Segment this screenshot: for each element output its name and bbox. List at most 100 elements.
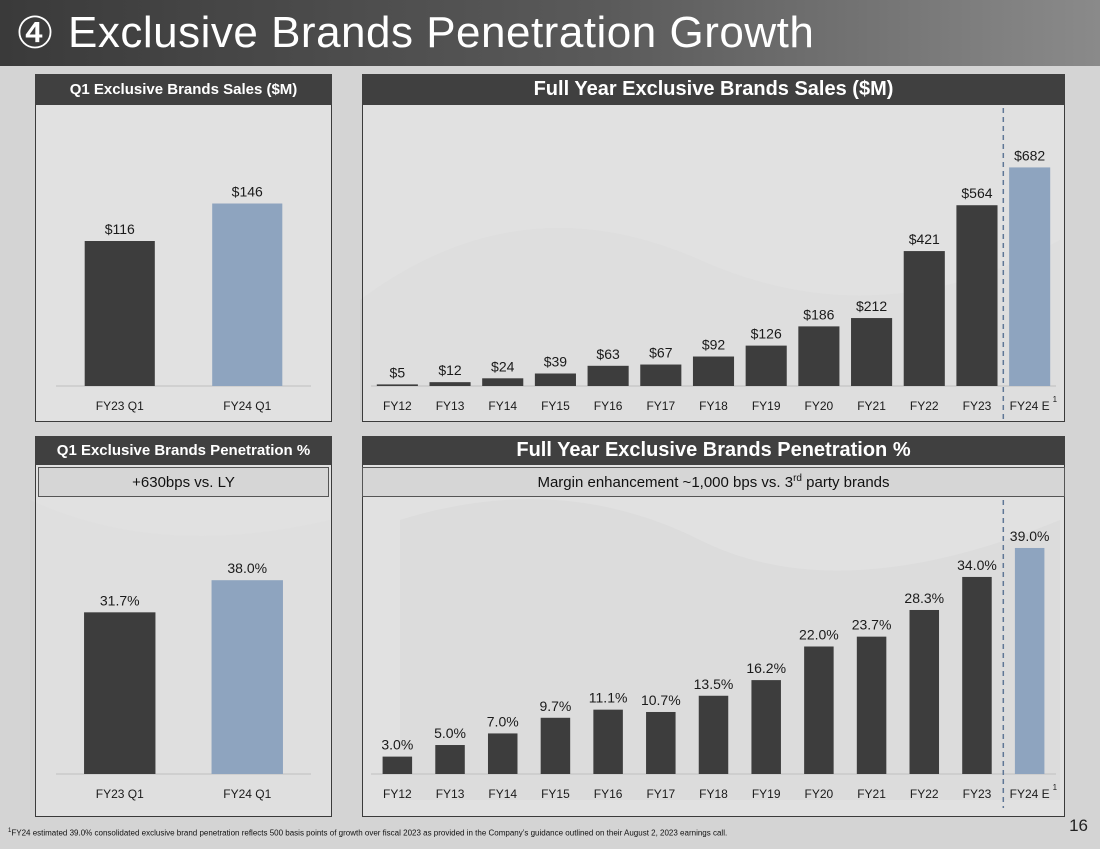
bar-fy15 [540,717,571,774]
q1-sales-header: Q1 Exclusive Brands Sales ($M) [35,74,332,105]
q1-pen-subtitle: +630bps vs. LY [132,473,235,491]
tick-label: FY23 Q1 [96,787,144,801]
tick-label: FY12 [383,787,412,801]
data-label: $5 [390,364,406,380]
data-label: 13.5% [694,676,734,692]
bar-fy13 [435,745,465,774]
data-label: $24 [491,358,515,374]
data-label: $116 [105,221,135,237]
tick-label: FY20 [805,399,834,413]
data-label: $564 [961,185,992,201]
q1-sales-title: Q1 Exclusive Brands Sales ($M) [69,81,298,98]
fy-pen-subtitle: Margin enhancement ~1,000 bps vs. 3rd pa… [537,473,889,491]
bar-fy15 [534,373,576,386]
bar-fy22 [903,251,945,386]
bar-fy22 [909,609,940,774]
data-label: 34.0% [957,557,997,573]
footnote-marker-label: 1 [1053,395,1058,404]
bar-fy20 [804,646,834,774]
bar-fy24-e [1009,167,1051,386]
tick-label: FY15 [541,787,570,801]
data-label: $146 [232,184,263,200]
q1-sales-panel [35,74,332,422]
bar-fy16 [593,709,623,774]
data-label: $212 [856,298,887,314]
bar-fy21 [851,318,893,386]
data-label: 31.7% [100,592,140,608]
bar-fy24-q1 [211,580,283,774]
data-label: 7.0% [487,713,519,729]
data-label: $39 [544,354,568,370]
bar-fy17 [646,711,676,774]
data-label: 10.7% [641,692,681,708]
bar-fy18 [692,356,735,386]
tick-label: FY15 [541,399,570,413]
data-label: $186 [803,306,834,322]
q1-pen-header: Q1 Exclusive Brands Penetration % [35,436,332,465]
title-bar: ④ Exclusive Brands Penetration Growth [0,0,1100,66]
bar-fy23-q1 [84,612,156,774]
tick-label: FY24 E [1010,787,1050,801]
q1-pen-chart: 31.7% FY23 Q1 38.0% FY24 Q1 [56,560,311,801]
bar-fy20 [798,326,840,386]
bar-fy24-q1 [212,203,283,386]
data-label: $12 [438,362,462,378]
tick-label: FY16 [594,399,623,413]
data-label: 3.0% [381,737,413,753]
fy-pen-subtitle-end: party brands [801,474,890,491]
page-number: 16 [1069,816,1088,835]
tick-label: FY17 [646,787,675,801]
data-label: 22.0% [799,627,839,643]
tick-label: FY14 [488,399,517,413]
tick-label: FY22 [910,399,939,413]
fy-pen-header: Full Year Exclusive Brands Penetration % [362,436,1065,465]
data-label: 39.0% [1010,528,1050,544]
bar-fy16 [587,365,629,386]
bar-fy13 [429,382,471,386]
tick-label: FY23 [963,787,992,801]
data-label: 28.3% [904,590,944,606]
q1-pen-title: Q1 Exclusive Brands Penetration % [56,442,311,459]
fy-sales-chart: $5 FY12 $12 FY13 $24 FY14 $39 FY15 $63 FY16 $67 FY1… [371,108,1058,420]
fy-pen-subtitle-main: Margin enhancement ~1,000 bps vs. 3 [537,474,794,491]
tick-label: FY13 [436,787,465,801]
tick-label: FY24 Q1 [223,399,271,413]
tick-label: FY23 Q1 [96,399,144,413]
tick-label: FY23 [963,399,992,413]
data-label: 5.0% [434,725,466,741]
tick-label: FY19 [752,399,781,413]
data-label: $92 [702,337,726,353]
q1-pen-subheader: +630bps vs. LY [38,467,329,497]
bar-fy23 [956,205,998,386]
bar-fy23-q1 [84,241,155,386]
data-label: $126 [751,326,782,342]
tick-label: FY12 [383,399,412,413]
data-label: $67 [649,345,673,361]
page-title: Exclusive Brands Penetration Growth [68,8,815,57]
fy-pen-subtitle-sup: rd [793,473,802,484]
footnote-marker: 1 [8,828,12,834]
bar-fy14 [482,378,524,386]
tick-label: FY13 [436,399,465,413]
data-label: 23.7% [852,617,892,633]
fy-sales-title: Full Year Exclusive Brands Sales ($M) [533,78,894,100]
data-label: $682 [1014,147,1045,163]
footnote-marker-label: 1 [1053,783,1058,792]
fy-pen-chart: 3.0% FY12 5.0% FY13 7.0% FY14 9.7% FY15 11.1% FY1… [371,499,1058,808]
tick-label: FY17 [646,399,675,413]
bar-fy19 [745,345,787,386]
bar-fy21 [856,636,887,774]
data-label: 11.1% [589,690,628,706]
data-label: $63 [596,346,620,362]
bar-fy18 [698,695,729,774]
data-label: 38.0% [227,560,267,576]
bar-fy19 [751,680,781,774]
bar-fy24-e [1014,547,1045,774]
bar-fy14 [487,733,518,774]
bar-fy12 [376,384,418,386]
tick-label: FY22 [910,787,939,801]
fy-sales-header: Full Year Exclusive Brands Sales ($M) [362,74,1065,105]
fy-pen-subheader: Margin enhancement ~1,000 bps vs. 3rd pa… [362,467,1065,497]
tick-label: FY21 [857,787,886,801]
bar-fy12 [382,756,413,774]
